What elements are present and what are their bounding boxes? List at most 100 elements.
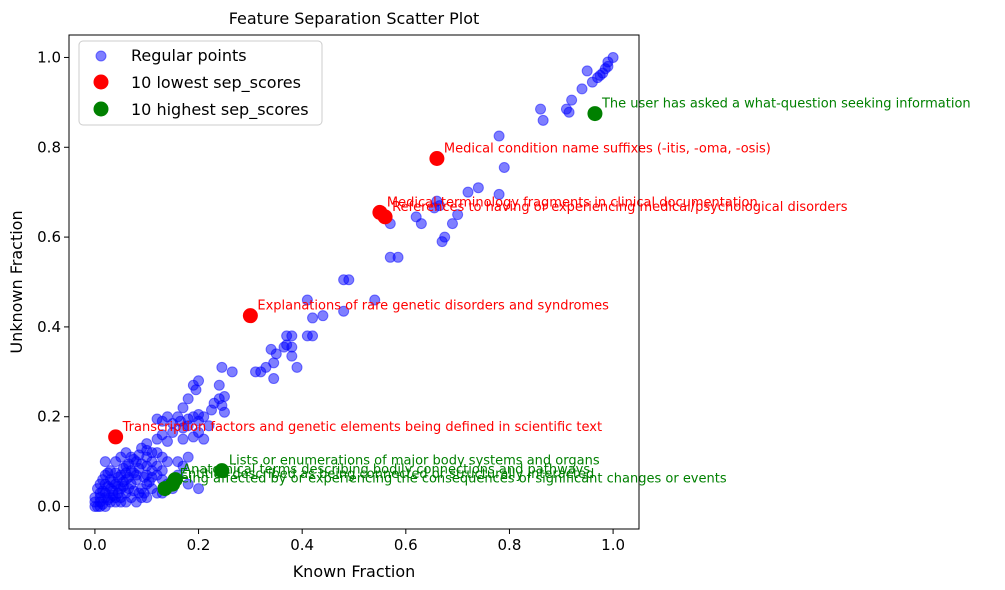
regular-point <box>563 106 575 118</box>
regular-point <box>102 467 114 479</box>
regular-point <box>307 312 319 324</box>
regular-point <box>146 471 158 483</box>
y-tick-label: 0.8 <box>37 138 61 156</box>
regular-point <box>452 209 464 221</box>
lowest-sep-point <box>108 429 124 445</box>
regular-point <box>535 103 547 115</box>
regular-point <box>177 433 189 445</box>
regular-point <box>472 182 484 194</box>
point-annotation: Transcription factors and genetic elemen… <box>122 420 602 435</box>
legend-frame <box>78 40 323 126</box>
point-annotation: Entities described as being connected or… <box>180 467 595 482</box>
regular-point <box>216 361 228 373</box>
regular-point <box>138 487 150 499</box>
lowest-sep-point <box>242 308 258 324</box>
regular-point <box>161 435 173 447</box>
regular-point <box>213 379 225 391</box>
x-axis-label: Known Fraction <box>293 562 416 581</box>
regular-point <box>434 200 445 212</box>
regular-point <box>392 251 404 263</box>
regular-point <box>193 483 205 495</box>
regular-point <box>537 114 549 126</box>
lowest-sep-point <box>377 209 393 225</box>
regular-point <box>415 218 427 230</box>
regular-point <box>462 186 474 198</box>
point-annotation: Lists or enumerations of major body syst… <box>229 454 600 469</box>
regular-point <box>286 350 298 362</box>
regular-point <box>167 426 179 438</box>
point-annotation: Medical condition name suffixes (-itis, … <box>444 142 771 157</box>
legend: Regular points 10 lowest sep_scores 10 h… <box>78 40 323 126</box>
y-tick-label: 0.0 <box>37 498 61 516</box>
regular-point <box>182 451 194 463</box>
regular-point <box>206 404 217 416</box>
regular-point <box>182 393 194 405</box>
regular-point <box>291 361 303 373</box>
x-tick-label: 0.0 <box>83 536 107 554</box>
highest-sep-point <box>157 481 173 497</box>
x-tick-label: 0.4 <box>290 536 314 554</box>
regular-point <box>581 65 593 77</box>
regular-point <box>301 294 313 306</box>
regular-point <box>317 310 329 322</box>
regular-point <box>268 373 280 385</box>
regular-point <box>193 415 205 427</box>
point-annotation: References to having or experiencing med… <box>392 200 848 215</box>
regular-point <box>493 188 505 200</box>
regular-point <box>218 391 230 403</box>
x-tick-label: 0.8 <box>498 536 522 554</box>
y-axis: 0.0 0.2 0.4 0.6 0.8 1.0 <box>37 48 69 516</box>
regular-point <box>576 83 588 95</box>
regular-point <box>265 343 277 355</box>
regular-point <box>566 94 578 106</box>
regular-point <box>177 460 189 472</box>
legend-marker-regular <box>95 50 107 62</box>
regular-point <box>446 218 458 230</box>
legend-label-highest: 10 highest sep_scores <box>131 100 309 120</box>
point-annotation: Anatomical terms describing bodily conne… <box>182 463 590 478</box>
regular-point <box>369 294 381 306</box>
y-tick-label: 0.6 <box>37 228 61 246</box>
highest-sep-point <box>214 463 230 479</box>
x-axis: 0.0 0.2 0.4 0.6 0.8 1.0 <box>83 529 625 554</box>
regular-point <box>338 305 350 317</box>
chart-title: Feature Separation Scatter Plot <box>229 9 480 28</box>
regular-point <box>307 330 319 342</box>
legend-label-regular: Regular points <box>131 46 247 65</box>
regular-point <box>177 402 189 414</box>
legend-marker-highest <box>93 101 109 117</box>
regular-point <box>190 384 202 396</box>
regular-point <box>182 478 194 490</box>
regular-point <box>226 366 238 378</box>
y-tick-label: 0.4 <box>37 318 61 336</box>
y-tick-label: 0.2 <box>37 408 61 426</box>
regular-point <box>607 51 619 63</box>
point-annotation: Medical terminology fragments in clinica… <box>387 195 758 210</box>
regular-point <box>97 485 109 497</box>
regular-point <box>343 274 355 286</box>
regular-point <box>130 469 142 481</box>
highest-sep-point <box>587 106 603 122</box>
x-tick-label: 0.6 <box>394 536 418 554</box>
plot-frame <box>68 34 640 530</box>
regular-point <box>151 413 163 425</box>
regular-point <box>187 431 199 443</box>
regular-point <box>439 231 451 243</box>
regular-point <box>203 420 215 432</box>
regular-point <box>218 406 230 418</box>
regular-point <box>156 451 168 463</box>
annotations-layer: The user has asked a what-question seeki… <box>122 97 971 487</box>
y-axis-label: Unknown Fraction <box>7 210 26 353</box>
point-annotation: Explanations of rare genetic disorders a… <box>257 299 609 314</box>
regular-point <box>182 420 194 432</box>
regular-point <box>120 467 132 479</box>
point-annotation: The user has asked a what-question seeki… <box>601 97 971 112</box>
point-annotation: Being affected by or experiencing the co… <box>172 472 727 487</box>
x-tick-label: 1.0 <box>601 536 625 554</box>
regular-point <box>99 456 111 468</box>
legend-marker-lowest <box>93 74 109 90</box>
regular-point <box>151 433 163 445</box>
regular-point <box>156 465 168 477</box>
regular-point <box>586 76 598 88</box>
